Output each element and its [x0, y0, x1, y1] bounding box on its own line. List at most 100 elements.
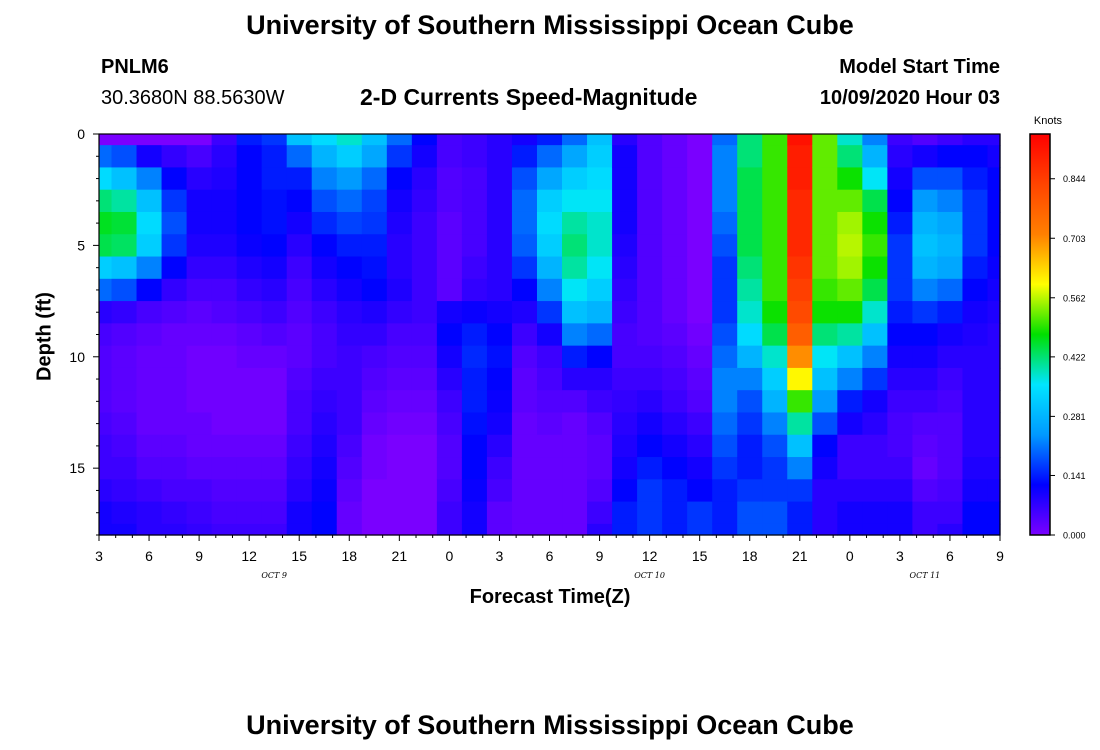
heatmap-cell — [862, 301, 888, 324]
heatmap-cell — [587, 479, 613, 503]
heatmap-cell — [99, 234, 113, 258]
heatmap-cell — [286, 457, 313, 480]
heatmap-cell — [837, 367, 863, 391]
heatmap-cell — [987, 457, 1001, 480]
heatmap-cell — [536, 367, 563, 391]
heatmap-cell — [311, 412, 338, 436]
heatmap-cell — [837, 457, 863, 480]
heatmap-cell — [386, 234, 413, 258]
heatmap-cell — [536, 145, 563, 169]
date-label: OCT 10 — [634, 571, 665, 580]
heatmap-cell — [962, 390, 989, 414]
heatmap-cell — [336, 256, 363, 280]
heatmap-cell — [737, 367, 763, 391]
heatmap-cell — [937, 501, 964, 525]
heatmap-cell — [211, 134, 238, 146]
heatmap-cell — [812, 323, 838, 347]
heatmap-cell — [511, 211, 538, 235]
heatmap-cell — [336, 412, 363, 436]
heatmap-cell — [612, 301, 638, 324]
heatmap-cell — [536, 323, 563, 347]
heatmap-cell — [136, 501, 163, 525]
heatmap-cell — [987, 345, 1001, 369]
x-tick-label: 9 — [996, 548, 1004, 564]
heatmap-cell — [511, 256, 538, 280]
heatmap-cell — [186, 256, 213, 280]
heatmap-cell — [361, 412, 388, 436]
heatmap-cell — [511, 479, 538, 503]
heatmap-cell — [461, 345, 488, 369]
heatmap-cell — [361, 390, 388, 414]
heatmap-cell — [111, 189, 138, 213]
heatmap-cell — [136, 457, 163, 480]
heatmap-cell — [987, 301, 1001, 324]
heatmap-cell — [486, 412, 513, 436]
heatmap-cell — [762, 412, 788, 436]
heatmap-cell — [987, 434, 1001, 458]
heatmap-cell — [461, 234, 488, 258]
heatmap-cell — [136, 412, 163, 436]
heatmap-cell — [862, 479, 888, 503]
heatmap-cell — [386, 323, 413, 347]
heatmap-cell — [361, 189, 388, 213]
heatmap-cell — [912, 234, 939, 258]
heatmap-cell — [236, 479, 263, 503]
heatmap-cell — [987, 367, 1001, 391]
heatmap-cell — [436, 523, 463, 536]
heatmap-cell — [136, 145, 163, 169]
heatmap-cell — [411, 189, 438, 213]
heatmap-cell — [662, 457, 688, 480]
heatmap-cell — [461, 189, 488, 213]
heatmap-cell — [536, 523, 563, 536]
heatmap-cell — [161, 211, 188, 235]
heatmap-cell — [411, 278, 438, 302]
heatmap-cell — [637, 501, 663, 525]
heatmap-cell — [812, 345, 838, 369]
heatmap-cell — [336, 479, 363, 503]
heatmap-cell — [937, 457, 964, 480]
heatmap-cell — [687, 390, 713, 414]
heatmap-cell — [562, 523, 588, 536]
heatmap-cell — [161, 523, 188, 536]
heatmap-cell — [762, 390, 788, 414]
heatmap-cell — [887, 367, 914, 391]
heatmap-cell — [99, 390, 113, 414]
x-tick-label: 21 — [392, 548, 408, 564]
heatmap-cell — [161, 390, 188, 414]
heatmap-cell — [261, 434, 288, 458]
heatmap-cell — [361, 301, 388, 324]
heatmap-cell — [436, 323, 463, 347]
model-start-label: Model Start Time — [839, 56, 1000, 78]
heatmap-cell — [336, 367, 363, 391]
heatmap-cell — [762, 211, 788, 235]
heatmap-cell — [136, 189, 163, 213]
heatmap-cell — [311, 278, 338, 302]
heatmap-cell — [186, 211, 213, 235]
heatmap-cell — [286, 278, 313, 302]
heatmap-cell — [386, 479, 413, 503]
heatmap-cell — [236, 345, 263, 369]
heatmap-cell — [587, 501, 613, 525]
heatmap-cell — [386, 145, 413, 169]
heatmap-cell — [562, 145, 588, 169]
heatmap-cell — [386, 434, 413, 458]
heatmap-cell — [762, 189, 788, 213]
heatmap-cell — [261, 189, 288, 213]
heatmap-cell — [737, 145, 763, 169]
heatmap-cell — [562, 278, 588, 302]
chart-title: 2-D Currents Speed-Magnitude — [360, 84, 698, 110]
heatmap-cell — [612, 256, 638, 280]
heatmap-cell — [386, 412, 413, 436]
heatmap-cell — [862, 457, 888, 480]
heatmap-cell — [461, 479, 488, 503]
heatmap-cell — [136, 301, 163, 324]
heatmap-cell — [461, 301, 488, 324]
heatmap-cell — [211, 412, 238, 436]
heatmap-cell — [411, 256, 438, 280]
heatmap-cell — [261, 345, 288, 369]
heatmap-cell — [712, 434, 738, 458]
heatmap-cell — [411, 501, 438, 525]
heatmap-cell — [712, 412, 738, 436]
station-id: PNLM6 — [101, 56, 169, 78]
heatmap-cell — [486, 501, 513, 525]
